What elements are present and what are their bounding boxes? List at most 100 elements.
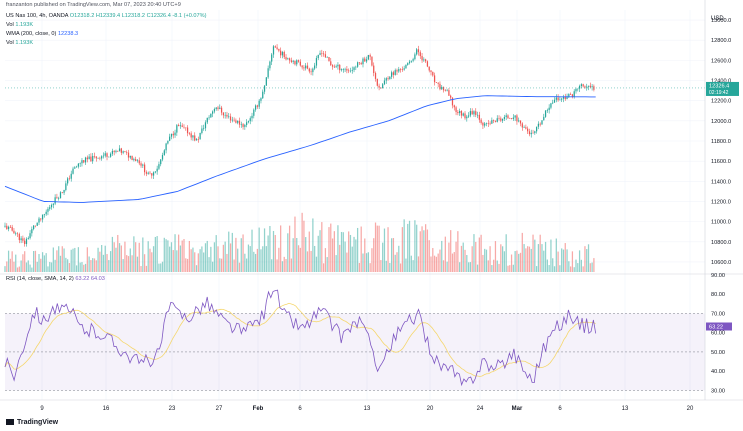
volume-bar-81	[149, 248, 151, 272]
candle-body-272	[491, 120, 493, 124]
volume-bar-309	[557, 251, 559, 272]
candle-body-204	[369, 55, 371, 57]
price-tick-label-5: 11600.0	[711, 159, 731, 165]
candle-body-47	[88, 156, 90, 160]
candle-body-274	[494, 120, 497, 122]
candle-body-7	[16, 233, 19, 235]
candle-body-54	[101, 156, 103, 159]
candle-body-91	[167, 140, 169, 144]
candle-body-162	[294, 60, 296, 65]
candle-body-194	[351, 69, 353, 71]
candle-body-48	[90, 156, 92, 162]
candle-body-82	[151, 173, 153, 176]
volume-bar-1	[6, 261, 8, 272]
legend-vol: Vol 1.193K	[6, 22, 33, 29]
volume-bar-321	[578, 250, 581, 272]
volume-bar-108	[197, 253, 199, 272]
candle-body-11	[24, 240, 26, 244]
candle-body-12	[25, 238, 28, 244]
candle-body-207	[374, 73, 377, 79]
candle-body-278	[501, 118, 504, 121]
volume-bar-150	[272, 230, 275, 272]
candle-body-245	[442, 86, 445, 91]
volume-bar-18	[36, 261, 38, 272]
candle-body-158	[287, 58, 289, 60]
volume-bar-93	[170, 242, 173, 272]
volume-bar-70	[129, 248, 131, 272]
price-tick-label-12: 13000.0	[711, 18, 731, 24]
candle-body-77	[142, 164, 144, 166]
volume-bar-253	[457, 231, 459, 272]
volume-bar-260	[469, 262, 472, 272]
volume-bar-241	[435, 256, 438, 272]
candle-body-287	[518, 120, 520, 122]
volume-bar-318	[573, 267, 575, 272]
candle-body-119	[217, 107, 219, 109]
candle-body-209	[378, 85, 380, 88]
candle-body-102	[186, 127, 189, 134]
candle-body-296	[534, 131, 536, 134]
candle-body-179	[324, 54, 327, 58]
volume-bar-110	[201, 246, 203, 272]
footer-bar	[0, 415, 743, 431]
volume-bar-187	[339, 244, 341, 272]
volume-bar-20	[40, 258, 42, 272]
candle-body-265	[478, 114, 480, 120]
candle-body-202	[365, 59, 368, 62]
volume-bar-4	[11, 251, 13, 272]
volume-bar-221	[399, 263, 402, 272]
volume-bar-19	[38, 254, 40, 272]
candle-body-285	[514, 115, 516, 118]
candle-body-225	[407, 63, 409, 65]
candle-body-154	[280, 50, 282, 56]
candle-body-30	[58, 198, 60, 199]
candle-body-236	[426, 61, 429, 67]
candle-body-10	[22, 238, 24, 241]
volume-bar-116	[212, 261, 214, 272]
candle-body-44	[83, 160, 85, 163]
volume-bar-270	[487, 260, 489, 272]
volume-bar-304	[548, 265, 550, 272]
volume-bar-245	[442, 260, 445, 272]
candle-body-220	[398, 69, 400, 72]
rsi-tick-label-2: 50.00	[711, 350, 725, 356]
candle-body-314	[566, 96, 568, 100]
volume-bar-170	[308, 231, 310, 272]
volume-bar-36	[68, 263, 71, 272]
volume-bar-152	[276, 259, 278, 272]
volume-bar-179	[324, 248, 327, 272]
volume-bar-254	[459, 262, 461, 272]
volume-bar-132	[240, 238, 242, 272]
legend-symbol: US Nas 100, 4h, OANDA O12318.2 H12339.4 …	[6, 13, 206, 20]
candle-body-57	[106, 153, 108, 157]
volume-bar-198	[358, 262, 361, 272]
volume-bar-243	[439, 249, 441, 272]
volume-bar-101	[185, 258, 187, 272]
volume-bar-40	[75, 265, 78, 272]
volume-bar-169	[306, 251, 309, 272]
axis-labels: 10600.0 10800.0 11000.0 11200.0 11400.0 11600…	[40, 16, 739, 412]
candle-body-22	[43, 214, 46, 215]
countdown-value: 02:19:42	[709, 90, 729, 96]
volume-bar-328	[591, 262, 593, 272]
candle-body-120	[219, 107, 221, 109]
volume-bar-37	[70, 249, 72, 272]
volume-bar-113	[206, 240, 208, 272]
volume-bar-17	[34, 250, 37, 272]
volume-bar-97	[177, 234, 180, 272]
volume-bar-11	[24, 251, 26, 272]
candle-body-328	[591, 86, 593, 88]
candle-body-113	[206, 117, 208, 123]
candle-body-51	[95, 156, 97, 159]
candle-body-66	[122, 151, 124, 153]
volume-bar-114	[208, 257, 210, 272]
candle-body-65	[120, 148, 122, 153]
candle-body-190	[344, 68, 346, 70]
candle-body-286	[516, 115, 518, 122]
volume-bar-295	[532, 234, 534, 272]
volume-bar-85	[156, 236, 158, 272]
volume-bar-301	[543, 250, 545, 272]
volume-bar-120	[219, 258, 221, 272]
candle-body-229	[414, 54, 416, 60]
